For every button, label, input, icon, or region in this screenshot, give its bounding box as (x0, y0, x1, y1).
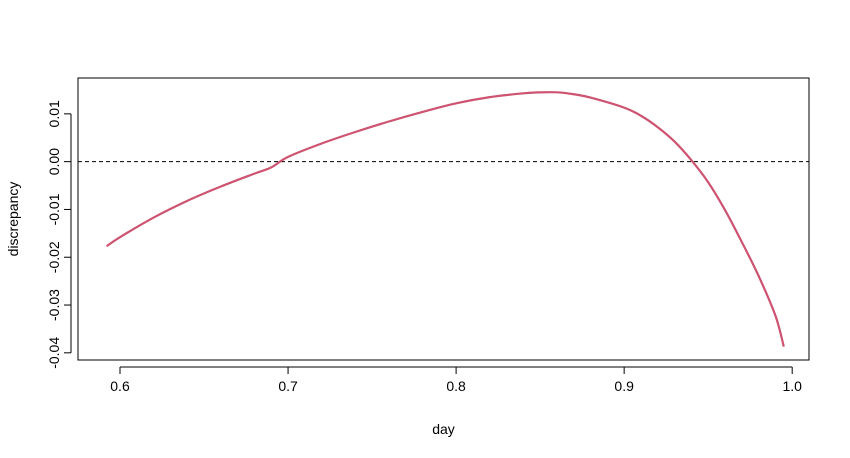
x-tick-label: 0.6 (110, 378, 130, 394)
x-tick-label: 1.0 (782, 378, 802, 394)
y-tick-label: -0.04 (46, 337, 62, 369)
y-tick-label: -0.02 (46, 241, 62, 273)
x-axis: 0.6 0.7 0.8 0.9 1.0 (110, 366, 802, 394)
y-tick-label: -0.01 (46, 193, 62, 225)
y-tick-label: 0.01 (46, 100, 62, 127)
y-tick-label: 0.00 (46, 148, 62, 175)
y-axis: -0.04 -0.03 -0.02 -0.01 0.00 0.01 (46, 100, 72, 369)
x-tick-label: 0.7 (278, 378, 298, 394)
x-tick-label: 0.8 (446, 378, 466, 394)
plot-frame (77, 77, 810, 361)
x-tick-label: 0.9 (614, 378, 634, 394)
y-tick-label: -0.03 (46, 289, 62, 321)
y-axis-title: discrepancy (5, 182, 21, 257)
series-line-0 (105, 91, 785, 347)
x-axis-title: day (432, 421, 455, 437)
chart-marks (78, 91, 809, 347)
chart-axes (77, 77, 810, 361)
